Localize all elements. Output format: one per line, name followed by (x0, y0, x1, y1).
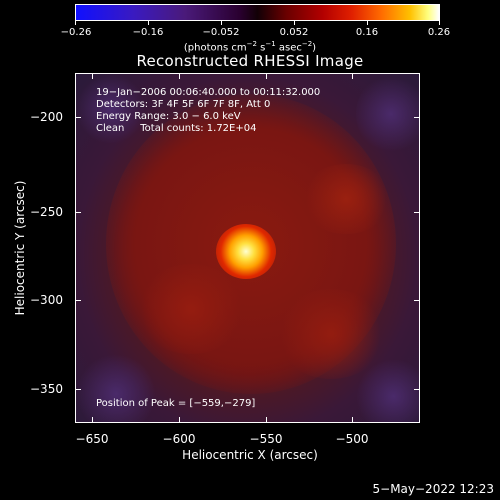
y-tick (414, 212, 420, 213)
detectors-text: Detectors: 3F 4F 5F 6F 7F 8F, Att 0 (96, 99, 271, 110)
colorbar-tick-label: 0.052 (279, 27, 309, 38)
x-tick (352, 417, 353, 423)
x-tick-label: −500 (335, 432, 369, 446)
x-tick (92, 417, 93, 423)
colorbar-tick-mark (294, 21, 295, 25)
y-tick-label: −350 (30, 382, 63, 396)
x-tick (179, 417, 180, 423)
solar-image (75, 73, 420, 423)
x-tick-label: −550 (249, 432, 283, 446)
date-stamp: 5−May−2022 12:23 (372, 482, 495, 496)
colorbar-tick-label: 0.26 (427, 27, 451, 38)
corner-haze (356, 74, 419, 154)
y-tick (75, 300, 81, 301)
peak-position-text: Position of Peak = [−559,−279] (96, 398, 256, 409)
y-tick (414, 117, 420, 118)
colorbar-tick-mark (148, 21, 149, 25)
y-tick-label: −250 (30, 205, 63, 219)
x-axis-label: Heliocentric X (arcsec) (182, 448, 318, 462)
emission-patch (276, 289, 386, 379)
emission-patch (136, 264, 246, 354)
colorbar-tick-label: −0.052 (202, 27, 240, 38)
y-tick (75, 389, 81, 390)
colorbar-tick-mark (439, 21, 440, 25)
colorbar-tick-mark (75, 21, 76, 25)
y-tick (75, 117, 81, 118)
y-tick-label: −300 (30, 293, 63, 307)
colorbar-tick-label: 0.16 (355, 27, 379, 38)
image-title: Reconstructed RHESSI Image (136, 52, 364, 70)
x-tick (352, 73, 353, 79)
y-axis-label: Heliocentric Y (arcsec) (13, 180, 27, 316)
x-tick (92, 73, 93, 79)
y-tick-label: −200 (30, 110, 63, 124)
flare-peak (216, 224, 276, 279)
clean-counts-text: Clean Total counts: 1.72E+04 (96, 123, 257, 134)
colorbar-tick-label: −0.16 (132, 27, 164, 38)
x-tick (266, 73, 267, 79)
corner-haze (356, 359, 419, 422)
energy-range-text: Energy Range: 3.0 − 6.0 keV (96, 111, 241, 122)
x-tick (179, 73, 180, 79)
emission-patch (301, 164, 391, 234)
colorbar-tick-label: −0.26 (60, 27, 92, 38)
corner-haze (76, 74, 146, 144)
x-tick-label: −600 (162, 432, 196, 446)
y-tick (75, 212, 81, 213)
time-range-text: 19−Jan−2006 00:06:40.000 to 00:11:32.000 (96, 87, 321, 98)
x-tick-label: −650 (75, 432, 109, 446)
x-tick (266, 417, 267, 423)
y-tick (414, 300, 420, 301)
colorbar-tick-mark (221, 21, 222, 25)
colorbar (75, 4, 440, 21)
corner-haze (76, 354, 156, 422)
colorbar-tick-mark (367, 21, 368, 25)
y-tick (414, 389, 420, 390)
colorbar-unit-label: (photons cm−2 s−1 asec−2) (183, 40, 317, 54)
